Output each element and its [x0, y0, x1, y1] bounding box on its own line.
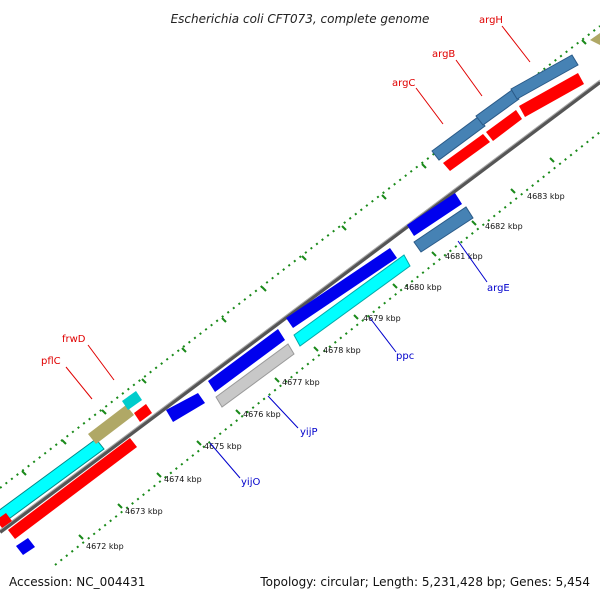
scale-labels: 4672 kbp 4673 kbp 4674 kbp 4675 kbp 4676…	[86, 192, 565, 551]
map-title: Escherichia coli CFT073, complete genome	[171, 12, 430, 26]
scale-label: 4683 kbp	[527, 192, 565, 201]
scale-ticks	[78, 157, 555, 540]
genes-forward	[0, 33, 600, 539]
accession-text: Accession: NC_004431	[9, 575, 145, 589]
scale-label: 4678 kbp	[323, 346, 361, 355]
topology-summary: Topology: circular; Length: 5,231,428 bp…	[259, 575, 590, 589]
gene-arrow	[122, 391, 142, 410]
genome-backbone	[0, 80, 600, 534]
gene-arrow	[293, 254, 411, 347]
scale-label: 4675 kbp	[204, 442, 242, 451]
gene-arrow	[407, 193, 462, 236]
gene-arrow	[88, 405, 134, 444]
scale-label: 4673 kbp	[125, 507, 163, 516]
gene-arrow	[8, 438, 137, 539]
genome-backbone-highlight	[0, 79, 600, 531]
gene-label-frwD: frwD	[62, 334, 86, 345]
gene-arrow	[166, 393, 205, 422]
gene-arrow	[208, 329, 285, 392]
gene-label-argH: argH	[479, 15, 503, 26]
scale-label: 4681 kbp	[445, 252, 483, 261]
gene-arrow	[486, 110, 522, 141]
genes-reverse	[16, 193, 474, 555]
gene-arrow	[0, 513, 12, 528]
gene-label-yijO: yijO	[241, 477, 260, 488]
gene-arrow	[510, 54, 579, 100]
gene-arrow	[0, 438, 105, 525]
scale-label: 4674 kbp	[164, 475, 202, 484]
gene-label-pflC: pflC	[41, 356, 61, 367]
leader-lines-red	[65, 25, 531, 400]
gene-arrow	[413, 206, 474, 253]
gene-label-argB: argB	[432, 49, 455, 60]
gene-arrow	[431, 116, 486, 161]
scale-label: 4679 kbp	[363, 314, 401, 323]
gene-arrow	[590, 33, 600, 45]
gene-label-argC: argC	[392, 78, 415, 89]
scale-label: 4676 kbp	[243, 410, 281, 419]
gene-arrow	[443, 134, 490, 171]
scale-label: 4680 kbp	[404, 283, 442, 292]
gene-arrow	[16, 538, 35, 555]
gene-arrow	[475, 89, 520, 126]
gene-label-yijP: yijP	[300, 427, 318, 438]
gene-arrow	[286, 248, 397, 328]
leader-lines-blue	[209, 240, 488, 479]
gene-arrow	[519, 73, 584, 117]
scale-label: 4682 kbp	[485, 222, 523, 231]
gene-arrow	[134, 404, 152, 422]
scale-label: 4672 kbp	[86, 542, 124, 551]
gene-label-argE: argE	[487, 283, 510, 294]
scale-label: 4677 kbp	[282, 378, 320, 387]
gene-arrow	[215, 343, 295, 408]
gene-label-ppc: ppc	[396, 351, 414, 362]
